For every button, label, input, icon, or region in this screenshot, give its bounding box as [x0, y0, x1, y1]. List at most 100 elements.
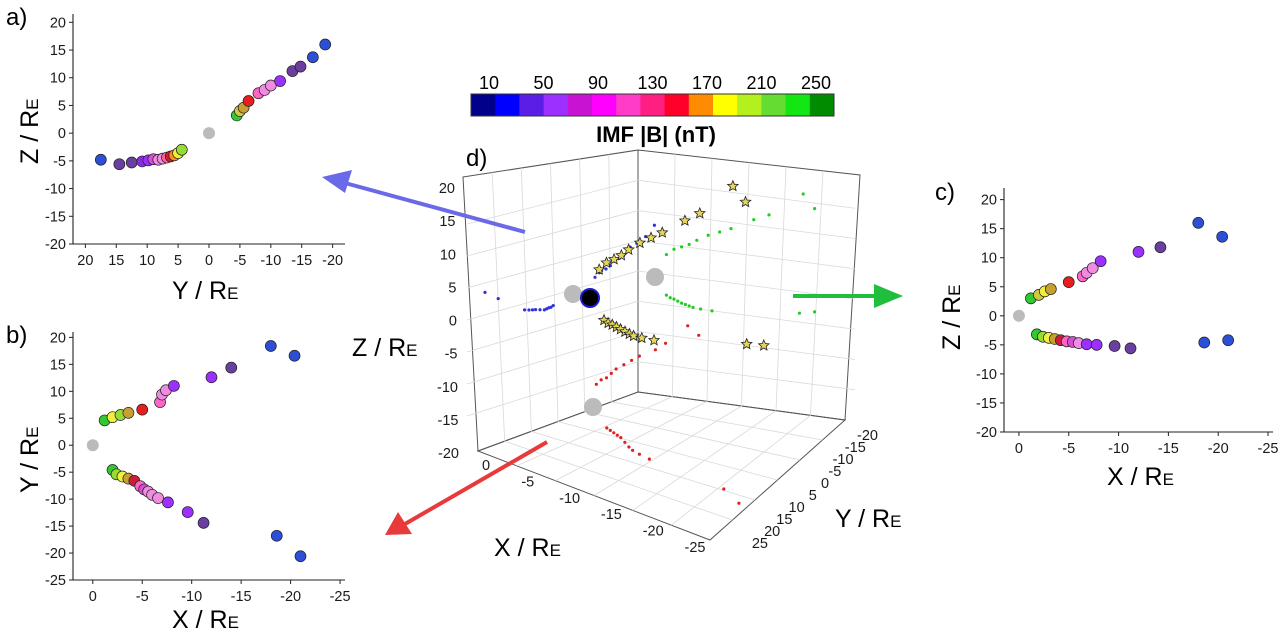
panel-a-data-point [242, 95, 255, 107]
colorbar-title: IMF |B| (nT) [596, 122, 716, 147]
panel-d-y-tick-label: 20 [764, 524, 780, 540]
panel-a-x-title: Y / RE [172, 277, 238, 305]
panel-c-y-tick-label: -5 [984, 338, 997, 354]
arrow-to-panel-c [793, 284, 903, 308]
colorbar-tick-label: 130 [637, 73, 667, 93]
panel-c-data-point [1132, 246, 1145, 258]
panel-c-y-title: Z / RE [938, 284, 966, 350]
colorbar-segment [713, 94, 738, 116]
panel-d-x-tick-label: -20 [643, 524, 664, 540]
panel-b-x-tick-label: 0 [89, 589, 97, 605]
panel-label-b: b) [6, 322, 27, 349]
panel-d-projection-yx [627, 445, 631, 449]
panel-d-projection-yx [637, 354, 641, 358]
panel-b-data-point [197, 517, 210, 529]
panel-d-projection-yx [622, 363, 626, 367]
panel-b-y-tick-label: -10 [45, 492, 66, 508]
panel-a-y-title: Z / RE [16, 98, 44, 164]
colorbar-frame [470, 93, 835, 117]
panel-d-projection-zx [676, 299, 680, 303]
colorbar-segment [785, 94, 811, 116]
arrow-to-panel-b [385, 440, 549, 535]
panel-b-plot: 0 -5 -10 -15 -20 -25 20 15 10 5 0 -5 -10 -15 -20 -25 [45, 330, 351, 605]
panel-d-projection-zx [710, 309, 714, 313]
panel-d-z-tick-label: 5 [448, 280, 456, 296]
panel-d-x-tick-label: -10 [559, 491, 580, 507]
panel-c-x-tick-label: -5 [1062, 441, 1075, 457]
panel-d-y-tick-label: 15 [776, 512, 792, 528]
panel-a-x-tick-label: -10 [260, 253, 281, 269]
panel-b-data-point [294, 550, 307, 563]
panel-d-x-tick-label: 0 [482, 458, 490, 474]
panel-d-star-marker [633, 236, 647, 249]
panel-d-projection-zy [538, 308, 542, 312]
panel-b-data-point [205, 371, 218, 384]
colorbar-tick-label: 170 [692, 73, 722, 93]
panel-d-projection-zy [530, 308, 535, 312]
panel-b-x-tick-label: -25 [330, 589, 351, 605]
panel-b-y-tick-label: -5 [53, 465, 66, 481]
panel-d-projection-yx [619, 436, 623, 440]
panel-d-projection-yx [637, 452, 642, 456]
panel-d-y-tick-label: 25 [752, 536, 768, 552]
panel-a-x-tick-label: -15 [291, 253, 312, 269]
colorbar-tick-label: 50 [533, 73, 553, 93]
panel-c-data-point [1086, 262, 1099, 275]
panel-d-projection-yx [697, 333, 701, 337]
panel-b-earth-marker [86, 439, 99, 452]
panel-c-x-tick-label: 0 [1015, 441, 1023, 457]
panel-d-projection-zx [668, 296, 672, 300]
panel-b-data-point [288, 349, 301, 362]
colorbar-tick-label: 10 [479, 73, 499, 93]
panel-d-projection-zx [706, 233, 710, 237]
panel-a-x-tick-label: 10 [139, 253, 155, 269]
colorbar-tick-label: 210 [746, 73, 776, 93]
panel-c-data-point [1192, 217, 1205, 229]
panel-d-grid-line [466, 300, 639, 353]
panel-d-grid-line [466, 240, 639, 289]
panel-d-projection-yx [630, 358, 634, 362]
panel-d-y-tick-label: 0 [821, 476, 829, 492]
panel-a-x-tick-label: -20 [322, 253, 343, 269]
panel-d-star-marker [757, 338, 770, 351]
panel-d-projection-zx [797, 311, 802, 315]
panel-a-data-point [294, 60, 307, 73]
panel-a-y-tick-label: 15 [50, 43, 66, 59]
panel-d-projection-zx [687, 242, 691, 247]
panel-c-x-tick-label: -20 [1208, 441, 1229, 457]
panel-d-z-tick-label: -10 [437, 380, 458, 396]
panel-d-earth-zy-wall [564, 285, 582, 303]
panel-d-star-marker [693, 206, 706, 219]
arrow-to-panel-a [322, 170, 526, 234]
panel-d-earth-floor [584, 398, 602, 416]
panel-a-y-tick-label: -20 [45, 237, 66, 253]
panel-d-projection-yx [609, 371, 613, 375]
panel-d-projection-yx [605, 426, 609, 430]
panel-a-y-tick-label: -5 [53, 154, 66, 170]
panel-d-projection-yx [686, 324, 690, 328]
panel-d-z-tick-label: 20 [439, 181, 455, 197]
panel-c-x-tick-label: -10 [1108, 441, 1129, 457]
panel-a-x-tick-label: 5 [174, 253, 182, 269]
panel-d-star-marker [647, 333, 661, 346]
colorbar-segment [688, 94, 714, 116]
panel-d-projection-zy [483, 290, 487, 294]
panel-d-projection-zx [767, 213, 771, 217]
panel-b-x-title: X / RE [172, 606, 239, 634]
colorbar-segment [761, 94, 787, 116]
colorbar: 10 50 90 130 170 210 250 [470, 73, 835, 117]
panel-d-grid-line [491, 172, 506, 442]
panel-c-data-point [1198, 336, 1211, 349]
panel-b-x-tick-label: -15 [231, 589, 252, 605]
colorbar-segment [616, 94, 641, 116]
panel-d-3d-plot: 20151050-5-10-15-200-5-10-15-20-25-20-15… [437, 149, 878, 556]
panel-d-star-marker [635, 331, 648, 344]
panel-d-grid-line [637, 300, 856, 330]
panel-d-y-tick-label: 5 [809, 488, 817, 504]
panel-c-data-point [1124, 342, 1137, 355]
panel-a-earth-marker [203, 127, 215, 140]
panel-d-earth-zx-wall [646, 268, 664, 286]
panel-b-y-tick-label: 20 [50, 330, 66, 346]
panel-b-data-point [181, 506, 194, 518]
panel-a-data-point [307, 51, 319, 64]
